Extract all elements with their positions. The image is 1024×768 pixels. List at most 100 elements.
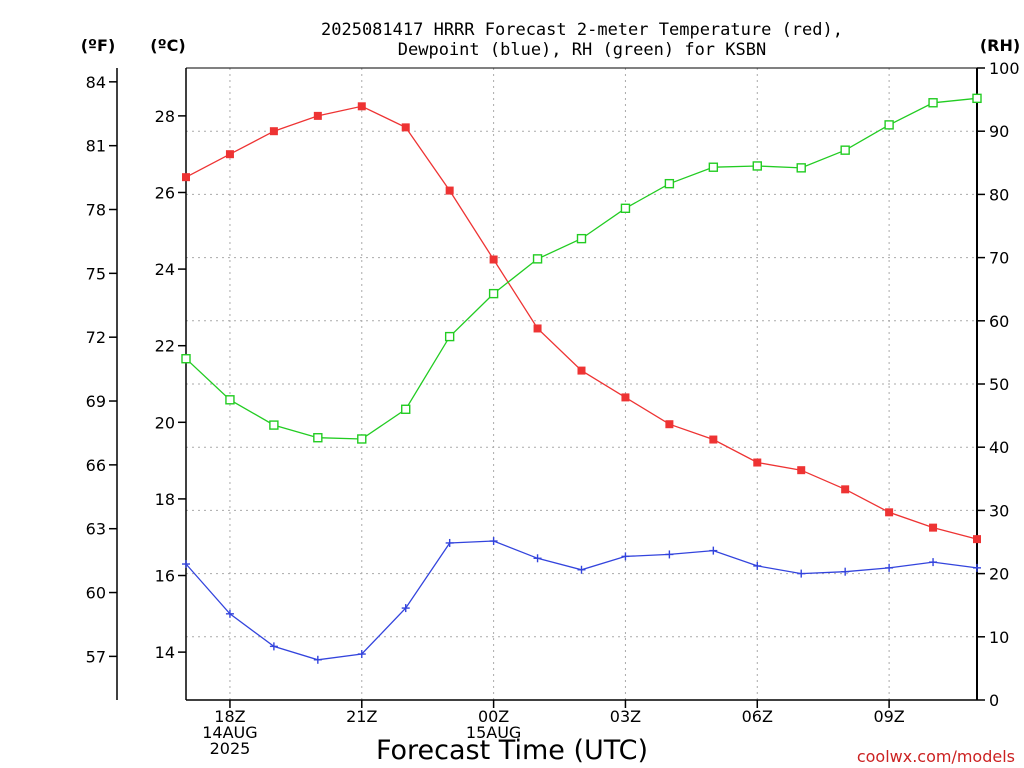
- y-tick-label-f: 81: [86, 137, 106, 156]
- chart-axes: 14 16 18 20 22 24 26 28 57 60 63 66 69 72 75 78 81 84 0 10 2…: [86, 59, 1020, 758]
- y-tick-label-c: 26: [155, 183, 175, 202]
- y-tick-label-c: 16: [155, 567, 175, 586]
- x-tick-label: 15AUG: [466, 723, 521, 742]
- temperature-point: [225, 150, 234, 159]
- y-axis-rh-unit-label: (RH): [980, 36, 1020, 55]
- temperature-point: [489, 255, 498, 264]
- dewpoint-point: [577, 565, 586, 574]
- rh-point: [269, 420, 279, 430]
- rh-point: [972, 93, 982, 104]
- dewpoint-point: [182, 560, 190, 569]
- y-tick-label-rh: 80: [989, 185, 1009, 204]
- dewpoint-point: [621, 552, 630, 561]
- dewpoint-point: [753, 561, 762, 570]
- y-tick-label-c: 24: [155, 260, 175, 279]
- rh-point: [796, 163, 806, 173]
- temperature-point: [885, 508, 894, 517]
- y-tick-label-rh: 30: [989, 501, 1009, 520]
- temperature-point: [313, 111, 322, 120]
- temperature-point: [841, 485, 850, 494]
- y-axis-c-unit-label: (ºC): [150, 36, 185, 55]
- rh-point: [444, 331, 455, 342]
- x-tick-label: 00Z: [478, 707, 509, 726]
- rh-point: [357, 434, 367, 444]
- temperature-point: [753, 458, 762, 467]
- rh-point: [532, 254, 543, 264]
- dewpoint-point: [841, 567, 850, 576]
- y-tick-label-f: 69: [86, 392, 106, 411]
- y-tick-label-rh: 20: [989, 565, 1009, 584]
- x-tick-label: 14AUG: [202, 723, 257, 742]
- y-tick-label-f: 78: [86, 201, 106, 220]
- chart-title-line2: Dewpoint (blue), RH (green) for KSBN: [398, 40, 766, 60]
- temperature-point: [401, 123, 410, 132]
- y-tick-label-rh: 40: [989, 438, 1009, 457]
- dewpoint-point: [313, 655, 322, 664]
- temperature-point: [665, 420, 674, 429]
- temperature-point: [621, 393, 630, 402]
- dewpoint-point: [709, 546, 718, 555]
- x-tick-label: 09Z: [873, 707, 904, 726]
- credit-text: coolwx.com/models: [857, 747, 1015, 766]
- rh-point: [488, 288, 499, 299]
- rh-point: [840, 145, 850, 155]
- y-tick-label-f: 57: [86, 647, 106, 666]
- dewpoint-point: [533, 554, 542, 563]
- y-tick-label-f: 63: [86, 520, 106, 539]
- y-tick-label-rh: 90: [989, 122, 1009, 141]
- rh-point: [401, 404, 411, 414]
- x-tick-label: 21Z: [346, 707, 377, 726]
- dewpoint-point: [445, 538, 454, 547]
- rh-point: [225, 395, 235, 405]
- dewpoint-point: [401, 604, 410, 613]
- dewpoint-point: [797, 569, 806, 578]
- dewpoint-point: [269, 642, 278, 651]
- temperature-point: [709, 435, 718, 444]
- dewpoint-point: [973, 563, 981, 572]
- y-tick-label-f: 60: [86, 584, 106, 603]
- chart-series: [181, 93, 982, 664]
- y-tick-label-c: 14: [155, 643, 175, 662]
- y-tick-label-rh: 70: [989, 249, 1009, 268]
- y-tick-label-rh: 50: [989, 375, 1009, 394]
- dewpoint-point: [357, 650, 366, 659]
- rh-point: [620, 203, 631, 214]
- y-tick-label-rh: 10: [989, 628, 1009, 647]
- y-tick-label-c: 18: [155, 490, 175, 509]
- y-tick-label-f: 72: [86, 328, 106, 347]
- rh-point: [313, 433, 323, 443]
- x-axis-title: Forecast Time (UTC): [376, 735, 648, 766]
- dewpoint-point: [489, 537, 498, 546]
- y-tick-label-rh: 100: [989, 59, 1020, 78]
- dewpoint-point: [929, 558, 938, 567]
- rh-point: [664, 178, 675, 189]
- x-tick-label: 2025: [210, 739, 251, 758]
- temperature-point: [533, 324, 542, 333]
- dewpoint-point: [885, 563, 894, 572]
- dewpoint-point: [665, 550, 674, 559]
- y-tick-label-f: 84: [86, 73, 106, 92]
- rh-point: [708, 162, 719, 172]
- x-tick-label: 18Z: [214, 707, 245, 726]
- y-tick-label-rh: 60: [989, 312, 1009, 331]
- y-tick-label-f: 75: [86, 264, 106, 283]
- temperature-point: [445, 186, 454, 195]
- temperature-point: [182, 173, 190, 182]
- x-tick-label: 06Z: [742, 707, 773, 726]
- rh-point: [752, 161, 762, 171]
- dewpoint-point: [225, 609, 234, 618]
- temperature-point: [577, 366, 586, 375]
- rh-point: [884, 120, 894, 130]
- y-axis-f-unit-label: (ºF): [81, 36, 116, 55]
- y-tick-label-f: 66: [86, 456, 106, 475]
- rh-point: [928, 98, 938, 108]
- rh-point: [576, 233, 587, 244]
- chart-title-line1: 2025081417 HRRR Forecast 2-meter Tempera…: [321, 20, 843, 40]
- temperature-point: [929, 523, 938, 532]
- y-tick-label-c: 28: [155, 107, 175, 126]
- temperature-point: [357, 102, 366, 111]
- y-tick-label-c: 22: [155, 337, 175, 356]
- x-tick-label: 03Z: [610, 707, 641, 726]
- temperature-point: [269, 127, 278, 136]
